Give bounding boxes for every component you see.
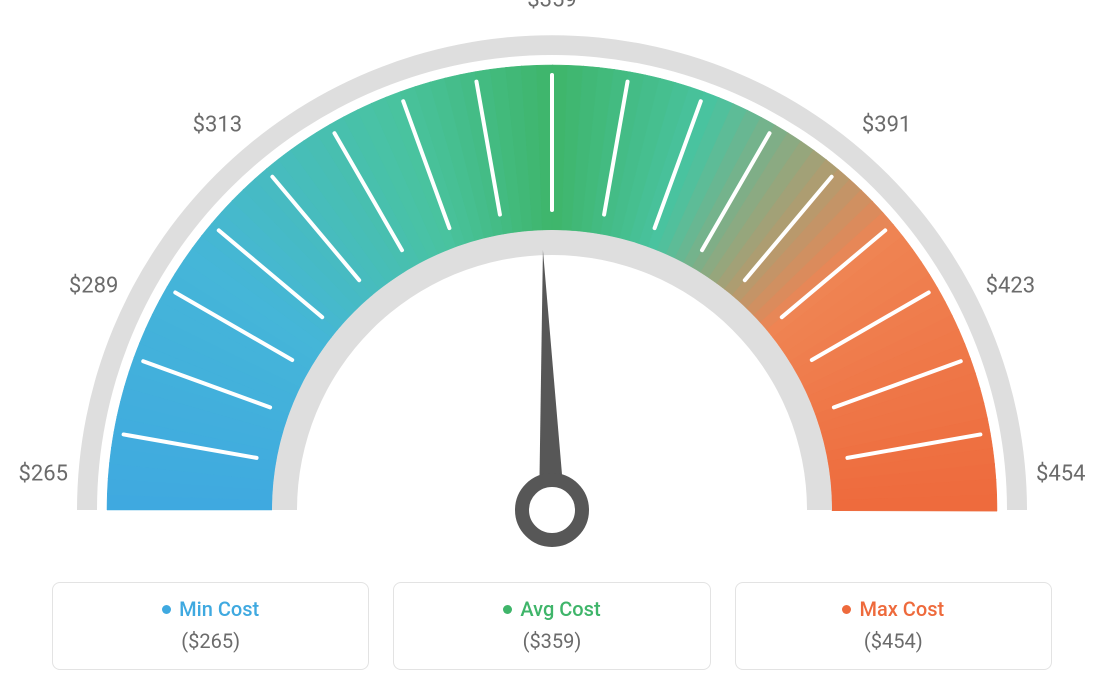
legend-label: Avg Cost [520, 597, 600, 621]
dot-icon [503, 605, 512, 614]
legend-title-max: Max Cost [842, 597, 944, 621]
legend-row: Min Cost ($265) Avg Cost ($359) Max Cost… [0, 582, 1104, 670]
scale-label: $265 [19, 462, 68, 487]
scale-label: $289 [69, 274, 118, 299]
scale-label: $313 [193, 113, 242, 138]
scale-label: $391 [862, 113, 911, 138]
legend-card-avg: Avg Cost ($359) [393, 582, 710, 670]
legend-value: ($359) [404, 629, 699, 653]
legend-title-min: Min Cost [162, 597, 259, 621]
legend-title-avg: Avg Cost [503, 597, 600, 621]
scale-label: $359 [527, 0, 576, 13]
dot-icon [162, 605, 171, 614]
legend-card-max: Max Cost ($454) [735, 582, 1052, 670]
legend-value: ($265) [63, 629, 358, 653]
gauge-area: $265 $289 $313 $359 $391 $423 $454 [0, 0, 1104, 560]
legend-label: Min Cost [179, 597, 259, 621]
legend-value: ($454) [746, 629, 1041, 653]
cost-gauge-chart: $265 $289 $313 $359 $391 $423 $454 Min Cost ($… [0, 0, 1104, 690]
scale-label: $423 [986, 274, 1035, 299]
legend-label: Max Cost [859, 597, 944, 621]
dot-icon [842, 605, 851, 614]
legend-card-min: Min Cost ($265) [52, 582, 369, 670]
gauge-svg [0, 0, 1104, 560]
scale-label: $454 [1036, 462, 1085, 487]
